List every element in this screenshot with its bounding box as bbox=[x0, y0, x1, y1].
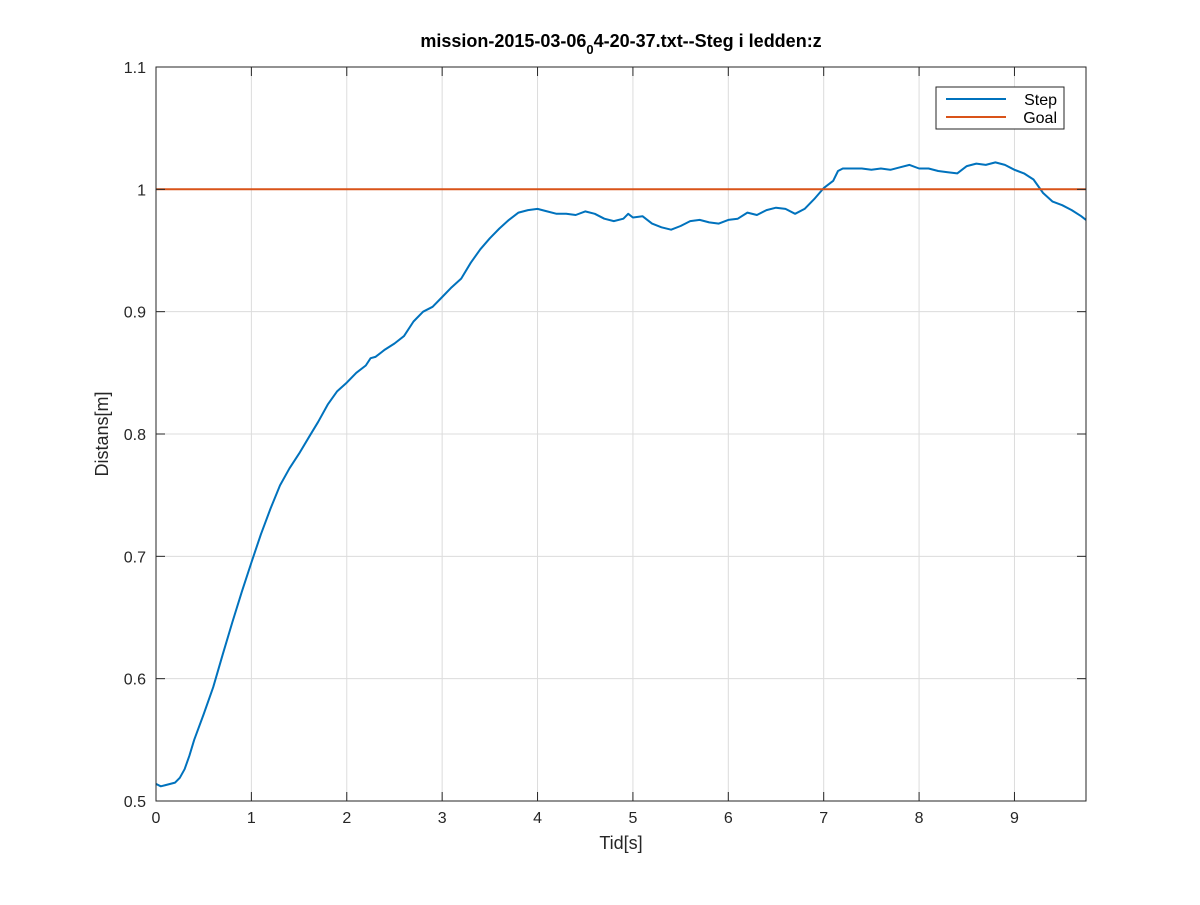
tick-marks bbox=[155, 66, 1086, 802]
x-tick-label: 8 bbox=[915, 810, 924, 827]
x-tick-label: 2 bbox=[342, 810, 351, 827]
chart-title: mission-2015-03-0604-20-37.txt--Steg i l… bbox=[420, 31, 821, 57]
legend-label-step: Step bbox=[1024, 92, 1057, 109]
x-tick-label: 9 bbox=[1010, 810, 1019, 827]
y-tick-label: 0.9 bbox=[124, 305, 146, 322]
legend-box bbox=[935, 86, 1065, 130]
series-line-step bbox=[155, 161, 1087, 788]
x-tick-labels: 0 1 2 3 4 5 6 7 8 9 bbox=[152, 810, 1019, 827]
y-tick-label: 0.8 bbox=[124, 427, 146, 444]
y-tick-label: 1.1 bbox=[124, 60, 146, 77]
series-lines bbox=[155, 161, 1087, 788]
y-tick-labels: 0.5 0.6 0.7 0.8 0.9 1 1.1 bbox=[124, 60, 146, 811]
x-axis-label: Tid[s] bbox=[599, 833, 642, 853]
legend-label-goal: Goal bbox=[1023, 110, 1057, 127]
y-tick-label: 0.5 bbox=[124, 794, 146, 811]
x-tick-label: 6 bbox=[724, 810, 733, 827]
x-tick-label: 0 bbox=[152, 810, 161, 827]
x-tick-label: 4 bbox=[533, 810, 542, 827]
y-tick-label: 0.6 bbox=[124, 672, 146, 689]
x-tick-label: 3 bbox=[438, 810, 447, 827]
x-tick-label: 7 bbox=[819, 810, 828, 827]
y-tick-label: 0.7 bbox=[124, 549, 146, 566]
y-axis-label: Distans[m] bbox=[92, 391, 112, 476]
x-tick-label: 1 bbox=[247, 810, 256, 827]
x-tick-label: 5 bbox=[628, 810, 637, 827]
legend: Step Goal bbox=[935, 86, 1065, 130]
y-tick-label: 1 bbox=[137, 182, 146, 199]
